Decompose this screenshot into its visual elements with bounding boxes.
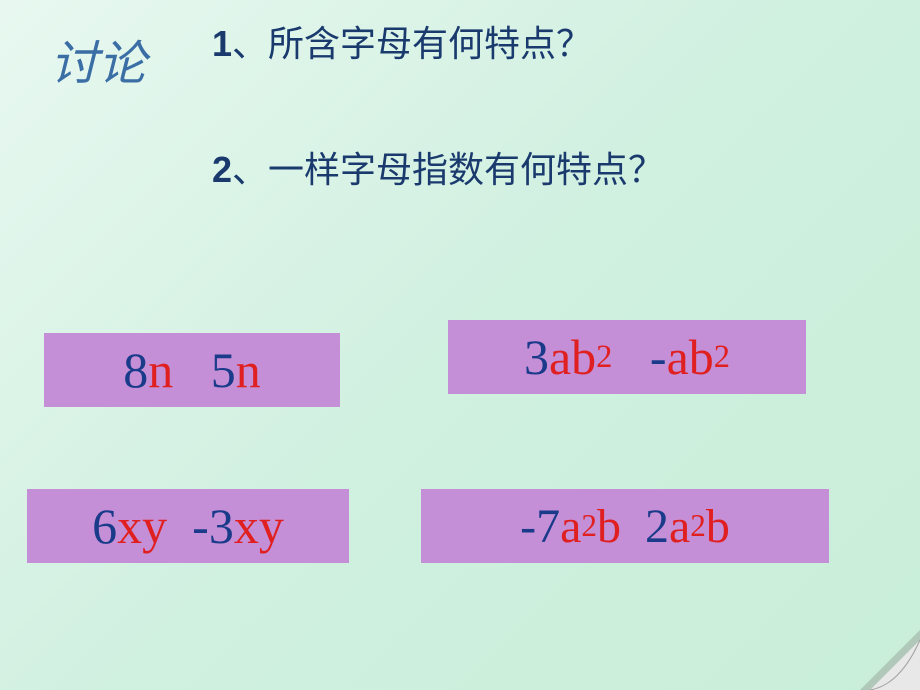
variable-part: b — [689, 328, 714, 386]
coefficient-part: 5 — [211, 341, 236, 399]
coefficient-part: 3 — [524, 328, 549, 386]
coefficient-part: 6 — [92, 497, 117, 555]
slide-title: 讨论 — [50, 24, 146, 94]
variable-part: x — [117, 497, 142, 555]
variable-part: b — [597, 499, 621, 554]
coefficient-part — [612, 328, 650, 386]
variable-part: n — [148, 341, 173, 399]
question-2: 2、一样字母指数有何特点？ — [212, 146, 772, 195]
coefficient-part: 8 — [123, 341, 148, 399]
question-text: 1 — [212, 23, 232, 64]
question-1: 1、所含字母有何特点？ — [212, 20, 692, 69]
coefficient-part: 2 — [645, 499, 669, 554]
variable-part: a — [560, 499, 581, 554]
variable-part: a — [549, 328, 571, 386]
coefficient-part: - — [650, 328, 667, 386]
expression-box-3: 6xy -3xy — [27, 489, 349, 563]
coefficient-part — [167, 497, 192, 555]
variable-part: a — [669, 499, 690, 554]
expression-box-4: -7a2b 2a2b — [421, 489, 829, 563]
coefficient-part — [173, 341, 211, 399]
coefficient-part: -3 — [192, 497, 234, 555]
variable-part: y — [259, 497, 284, 555]
coefficient-part: -7 — [520, 499, 560, 554]
coefficient-part — [621, 499, 645, 554]
variable-part: a — [667, 328, 689, 386]
variable-part: b — [706, 499, 730, 554]
variable-part: n — [236, 341, 261, 399]
variable-part: b — [571, 328, 596, 386]
variable-part: x — [234, 497, 259, 555]
question-text: 2 — [212, 149, 232, 190]
variable-part: y — [142, 497, 167, 555]
expression-box-1: 8n 5n — [44, 333, 340, 407]
page-curl-icon — [860, 630, 920, 690]
question-text: 、所含字母有何特点？ — [232, 23, 592, 64]
question-text: 、一样字母指数有何特点？ — [232, 149, 664, 190]
expression-box-2: 3ab2 -ab2 — [448, 320, 806, 394]
